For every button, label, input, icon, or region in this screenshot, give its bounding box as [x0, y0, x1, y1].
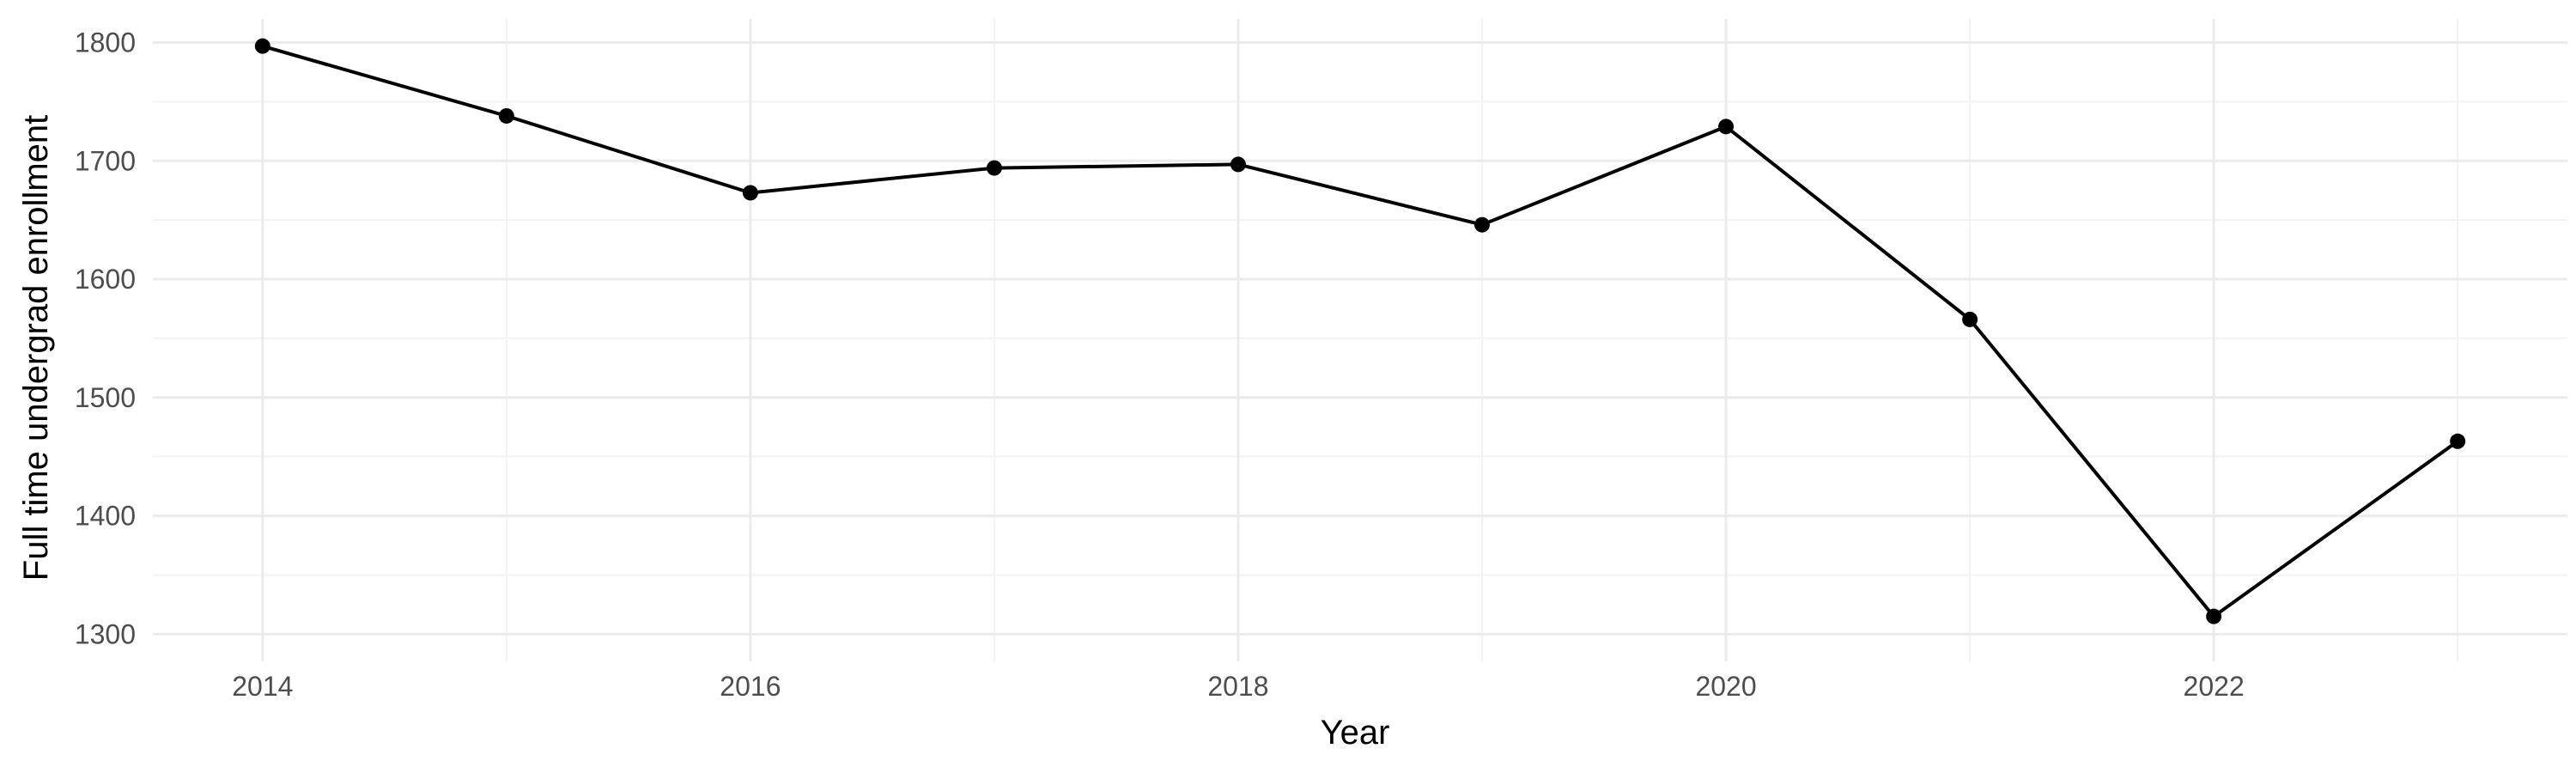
- y-tick-label: 1700: [75, 145, 136, 176]
- data-point: [498, 107, 514, 124]
- x-axis-title: Year: [1321, 714, 1390, 752]
- data-point: [1474, 216, 1491, 233]
- x-tick-label: 2016: [720, 671, 781, 702]
- y-tick-label: 1400: [75, 501, 136, 532]
- series-layer: [254, 38, 2466, 624]
- data-point: [1718, 119, 1735, 135]
- x-tick-label: 2014: [232, 671, 293, 702]
- tick-labels: 2014 2016 2018 2020 2022 1300 1400 1500 1600 1700…: [75, 27, 2245, 702]
- y-axis-title: Full time undergrad enrollment: [17, 115, 55, 581]
- data-point: [986, 160, 1002, 176]
- x-tick-label: 2022: [2184, 671, 2245, 702]
- data-point: [254, 38, 270, 54]
- y-tick-label: 1800: [75, 27, 136, 58]
- x-tick-label: 2018: [1207, 671, 1268, 702]
- data-point: [2450, 433, 2466, 449]
- y-tick-label: 1600: [75, 264, 136, 295]
- data-point: [1962, 311, 1978, 327]
- y-tick-label: 1500: [75, 382, 136, 413]
- grid: [153, 19, 2567, 661]
- data-point: [742, 185, 758, 201]
- data-point: [1230, 156, 1246, 173]
- x-tick-label: 2020: [1695, 671, 1756, 702]
- data-point: [2206, 608, 2222, 624]
- y-tick-label: 1300: [75, 618, 136, 649]
- series-line: [262, 44, 2459, 618]
